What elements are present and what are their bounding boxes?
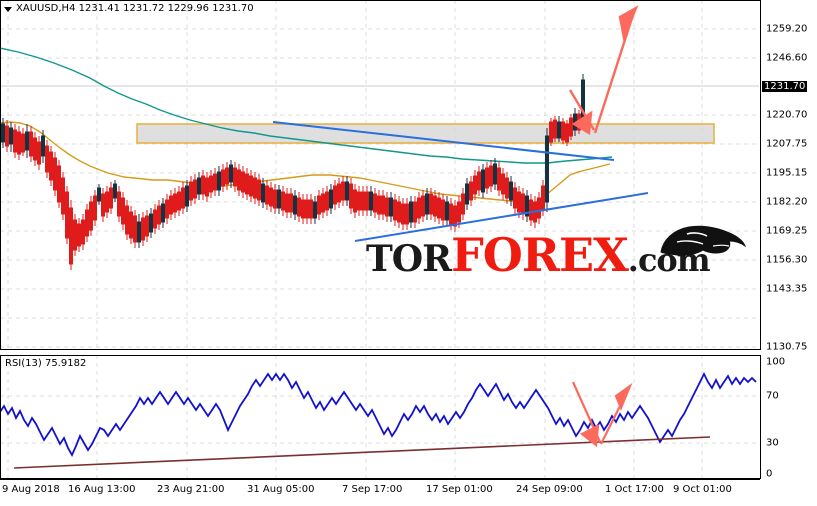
- rsi-tick-1: 70: [766, 390, 779, 402]
- time-axis: [0, 479, 760, 480]
- price-trendlines: [272, 121, 649, 242]
- price-tick-6: 1182.20: [766, 196, 808, 208]
- bull-head-icon: [660, 225, 746, 256]
- watermark-tor: TOR: [366, 238, 452, 280]
- rsi-forecast-arrows: [571, 381, 633, 448]
- price-tick-0: 1259.20: [766, 23, 808, 35]
- price-panel: [0, 0, 760, 350]
- rsi-trendline: [13, 436, 711, 469]
- price-tick-8: 1156.30: [766, 254, 808, 266]
- price-arrow-up-shaft: [593, 17, 634, 134]
- price-tick-9: 1143.35: [766, 283, 808, 295]
- rsi-tick-3: 0: [766, 468, 773, 480]
- rsi-arrow-up-head: [614, 382, 633, 411]
- descending-resistance-line: [272, 121, 615, 161]
- chevron-down-icon[interactable]: [4, 7, 12, 12]
- price-tick-4: 1207.75: [766, 138, 808, 150]
- current-price-tag: 1231.70: [762, 81, 808, 92]
- time-tick-4: 7 Sep 17:00: [342, 484, 403, 495]
- rsi-axis: [760, 355, 817, 479]
- price-arrow-down-head: [571, 110, 593, 136]
- rsi-arrow-down-head: [579, 424, 600, 448]
- time-tick-0: 9 Aug 2018: [2, 484, 60, 495]
- ma-slow-line: [1, 47, 613, 164]
- time-tick-8: 9 Oct 01:00: [673, 484, 732, 495]
- time-tick-5: 17 Sep 01:00: [426, 484, 493, 495]
- time-tick-2: 23 Aug 21:00: [157, 484, 225, 495]
- ascending-support-line: [354, 192, 649, 242]
- rsi-tick-2: 30: [766, 437, 779, 449]
- time-tick-1: 16 Aug 13:00: [68, 484, 136, 495]
- rsi-gridlines: [1, 356, 759, 478]
- price-tick-10: 1130.75: [766, 341, 808, 353]
- price-arrow-up-head: [618, 5, 639, 43]
- time-tick-7: 1 Oct 17:00: [605, 484, 664, 495]
- rsi-header: RSI(13) 75.9182: [5, 358, 87, 369]
- price-tick-3: 1220.70: [766, 109, 808, 121]
- rsi-tick-0: 100: [766, 356, 786, 368]
- time-tick-3: 31 Aug 05:00: [247, 484, 315, 495]
- symbol-header: XAUUSD,H4 1231.41 1231.72 1229.96 1231.7…: [16, 3, 254, 14]
- price-tick-5: 1195.15: [766, 167, 808, 179]
- price-tick-7: 1169.25: [766, 225, 808, 237]
- rsi-line: [1, 371, 757, 457]
- rsi-panel: [0, 355, 760, 479]
- price-axis: [760, 0, 817, 350]
- price-tick-1: 1246.60: [766, 52, 808, 64]
- price-forecast-arrows: [568, 5, 639, 136]
- time-tick-6: 24 Sep 09:00: [516, 484, 583, 495]
- watermark-forex: FOREX: [451, 228, 629, 282]
